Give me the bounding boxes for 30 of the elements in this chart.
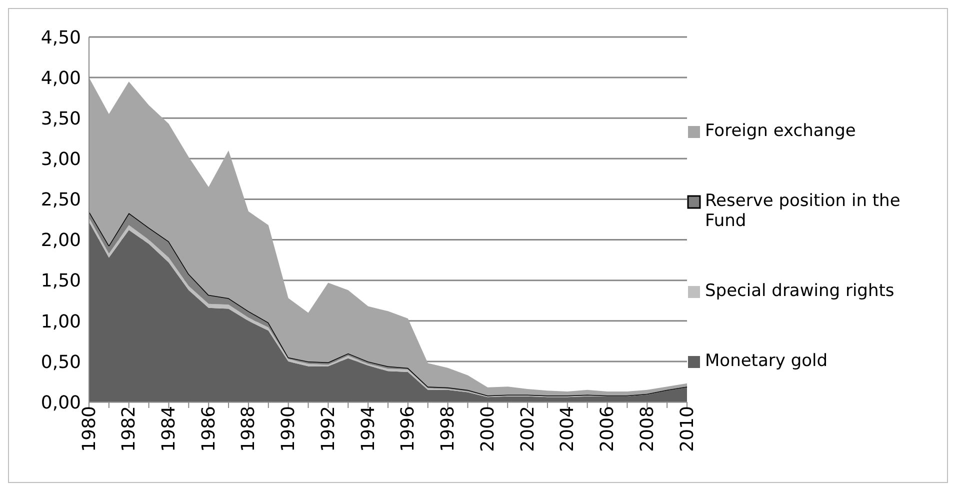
y-tick-label: 2,00 (40, 230, 81, 252)
x-tick-label: 1984 (158, 406, 180, 452)
x-tick-label: 1986 (198, 406, 220, 452)
x-tick-label: 2002 (517, 406, 538, 452)
x-tick-label: 1998 (438, 406, 459, 452)
x-tick-label: 1982 (118, 406, 140, 452)
y-tick-label: 4,00 (40, 68, 81, 89)
x-tick-label: 1996 (398, 406, 419, 452)
y-tick-label: 3,00 (40, 149, 81, 170)
x-tick-label: 2004 (557, 406, 578, 452)
x-tick-label: 1992 (318, 406, 339, 452)
x-tick-label: 2010 (676, 406, 698, 452)
x-tick-label: 2006 (597, 406, 618, 452)
y-tick-label: 3,50 (40, 108, 81, 130)
y-tick-label: 0,00 (40, 392, 81, 414)
y-tick-label: 1,00 (40, 311, 81, 332)
legend-label: Special drawing rights (705, 280, 894, 300)
x-tick-label: 1988 (238, 406, 260, 452)
x-tick-label: 2000 (477, 406, 498, 452)
x-tick-label: 1994 (358, 406, 379, 452)
x-tick-label: 2008 (636, 406, 658, 452)
x-tick-label: 1990 (278, 406, 300, 452)
legend-label: Monetary gold (705, 350, 828, 370)
y-tick-label: 0,50 (40, 352, 81, 373)
y-tick-label: 1,50 (40, 270, 81, 292)
legend-label: Foreign exchange (705, 120, 856, 140)
x-tick-label: 1980 (78, 406, 100, 452)
legend-label: Reserve position in the Fund (705, 190, 902, 230)
y-tick-label: 4,50 (40, 27, 81, 48)
y-tick-label: 2,50 (40, 190, 81, 211)
